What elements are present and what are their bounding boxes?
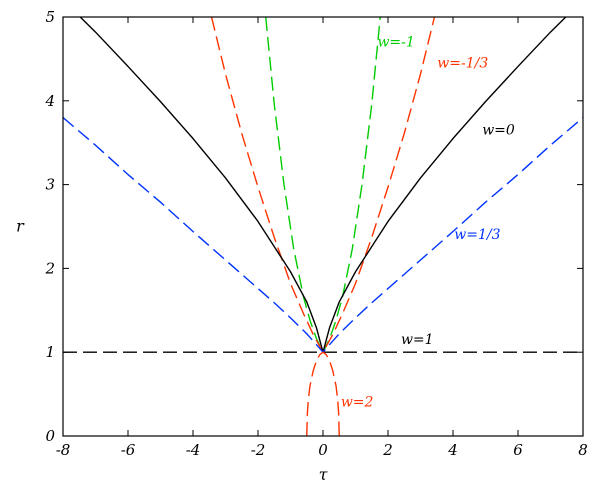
x-axis-label: τ — [319, 465, 329, 484]
y-axis-label: r — [16, 217, 25, 236]
y-tick-label: 4 — [44, 92, 55, 110]
series-annotation: w=1/3 — [454, 227, 500, 243]
series-line-w_2 — [306, 351, 340, 436]
series-line-w_1_3 — [63, 117, 583, 353]
x-tick-label: -4 — [186, 441, 201, 459]
x-tick-label: -8 — [56, 441, 71, 459]
annotation-layer: w=-1 w=-1/3 w=0 w=1/3 w=1 w=2 — [341, 34, 515, 410]
y-tick-label: 3 — [45, 176, 55, 194]
x-tick-label: -2 — [251, 441, 266, 459]
series-annotation: w=1 — [401, 332, 434, 348]
y-tick-label: 2 — [44, 259, 55, 277]
y-tick-label: 5 — [45, 8, 55, 26]
series-layer — [63, 17, 583, 436]
series-line-w_1 — [265, 17, 381, 353]
x-tick-label: 0 — [318, 441, 328, 459]
x-tick-label: 6 — [513, 441, 523, 459]
ticks-layer: -8 -6 -4 -2 0 2 4 6 8 0 1 2 3 4 5 — [44, 8, 587, 459]
x-tick-label: 2 — [382, 441, 393, 459]
series-line-w_0 — [79, 17, 567, 353]
series-line-w_1_3 — [210, 17, 436, 353]
y-tick-label: 1 — [45, 343, 55, 361]
series-annotation: w=-1/3 — [437, 55, 488, 71]
x-tick-label: -6 — [121, 441, 136, 459]
series-annotation: w=0 — [482, 122, 515, 138]
series-annotation: w=-1 — [377, 34, 414, 50]
x-tick-label: 4 — [447, 441, 458, 459]
series-annotation: w=2 — [341, 395, 374, 411]
y-tick-label: 0 — [45, 427, 55, 445]
x-tick-label: 8 — [578, 441, 588, 459]
